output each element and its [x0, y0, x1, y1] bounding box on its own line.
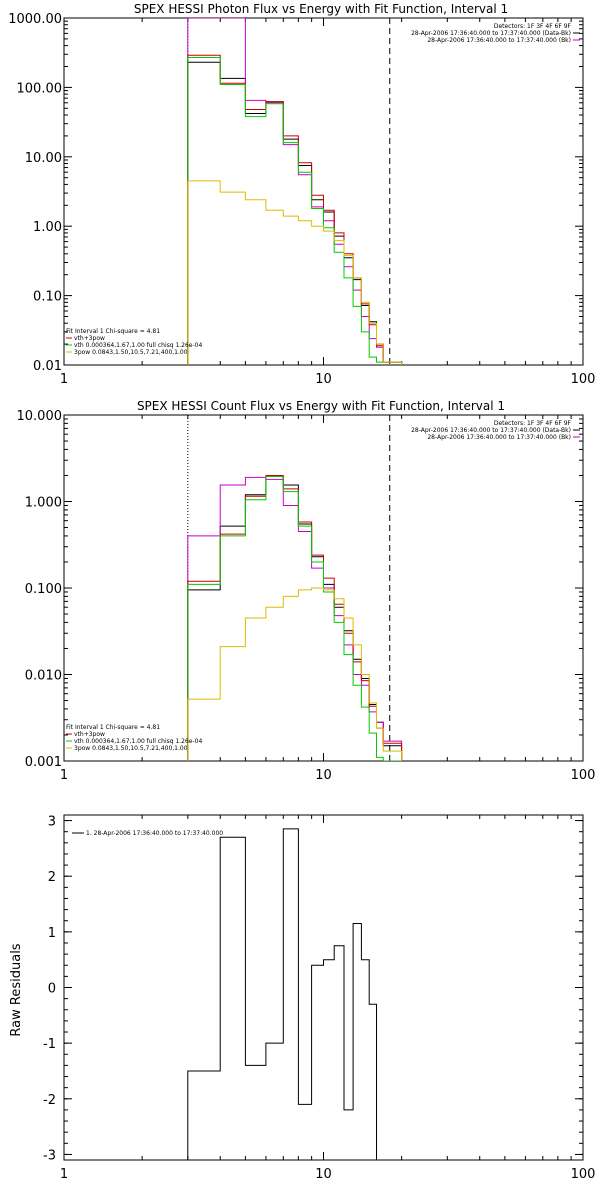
- photon-y-tick-label: 0.10: [33, 290, 62, 305]
- count-y-tick-label: 0.100: [25, 582, 62, 597]
- photon-legend-left-entry: Fit Interval 1 Chi-square = 4.81: [66, 328, 160, 335]
- residuals-series-0-line: [187, 828, 390, 1160]
- residuals-y-tick-label: 3: [48, 815, 56, 830]
- count-flux-plot: SPEX HESSI Count Flux vs Energy with Fit…: [17, 399, 596, 783]
- count-legend-right-entry: 28-Apr-2006 17:36:40.000 to 17:37:40.000…: [427, 434, 571, 441]
- count-x-tick-label: 1: [60, 768, 68, 783]
- residuals-y-tick-label: 0: [48, 982, 56, 997]
- photon-series-3-line: [187, 57, 403, 365]
- count-legend-left-entry: Fit Interval 1 Chi-square = 4.81: [66, 724, 160, 731]
- photon-y-tick-label: 100.00: [17, 81, 63, 96]
- photon-x-tick-label: 1: [60, 372, 68, 387]
- count-y-tick-label: 10.000: [17, 409, 63, 424]
- count-x-tick-label: 100: [571, 768, 596, 783]
- photon-legend-left-entry: vth+3pow: [74, 335, 105, 342]
- residuals-y-tick-label: -1: [43, 1037, 56, 1052]
- count-y-tick-label: 0.010: [25, 669, 62, 684]
- residuals-x-tick-label: 10: [315, 1167, 332, 1182]
- photon-flux-title: SPEX HESSI Photon Flux vs Energy with Fi…: [134, 2, 508, 16]
- photon-x-tick-label: 100: [571, 372, 596, 387]
- residuals-x-tick-label: 100: [571, 1167, 596, 1182]
- photon-legend-right-entry: 28-Apr-2006 17:36:40.000 to 17:37:40.000…: [427, 37, 571, 44]
- count-series-4-line: [187, 587, 403, 761]
- photon-y-tick-label: 10.00: [25, 151, 62, 166]
- count-legend-right-entry: Detectors: 1F 3F 4F 6F 9F: [494, 420, 572, 427]
- count-flux-title: SPEX HESSI Count Flux vs Energy with Fit…: [137, 399, 505, 413]
- residuals-x-tick-label: 1: [60, 1167, 68, 1182]
- residuals-y-tick-label: 1: [48, 926, 56, 941]
- photon-legend-left-entry: 3pow 0.0843,1.50,10.5,7.21,400,1.00: [74, 349, 188, 356]
- photon-y-tick-label: 0.01: [33, 359, 62, 374]
- count-y-tick-label: 0.001: [25, 755, 62, 770]
- residuals-axes-frame: [63, 814, 584, 1161]
- photon-axes-frame: [63, 17, 584, 366]
- photon-y-tick-label: 1.00: [33, 220, 62, 235]
- count-legend-left-entry: 3pow 0.0843,1.50,10.5,7.21,400,1.00: [74, 745, 188, 752]
- residuals-y-tick-label: 2: [48, 870, 56, 885]
- count-legend-left-entry: vth 0.000364,1.67,1.00 full chisq 1.26e-…: [74, 738, 202, 745]
- photon-legend-right-entry: Detectors: 1F 3F 4F 6F 9F: [494, 23, 572, 30]
- photon-x-tick-label: 10: [315, 372, 332, 387]
- photon-series-4-line: [187, 180, 403, 365]
- residuals-y-tick-label: -3: [43, 1148, 56, 1163]
- residuals-plot: Raw Residuals 1 10 100 -3 -2 -1 0 1 2 3 1. 28-Apr-…: [9, 814, 596, 1182]
- photon-y-tick-label: 1000.00: [8, 12, 62, 27]
- residuals-y-tick-label: -2: [43, 1093, 56, 1108]
- photon-legend-left-entry: vth 0.000364,1.67,1.00 full chisq 1.26e-…: [74, 342, 202, 349]
- count-legend-right-entry: 28-Apr-2006 17:36:40.000 to 17:37:40.000…: [411, 427, 571, 434]
- photon-flux-plot: SPEX HESSI Photon Flux vs Energy with Fi…: [8, 2, 595, 387]
- count-series-3-line: [187, 475, 402, 761]
- count-legend-left-entry: vth+3pow: [74, 731, 105, 738]
- residuals-legend-entry: 1. 28-Apr-2006 17:36:40.000 to 17:37:40.…: [86, 830, 223, 837]
- count-y-tick-label: 1.000: [25, 496, 62, 511]
- count-x-tick-label: 10: [315, 768, 332, 783]
- residuals-y-axis-label: Raw Residuals: [9, 943, 24, 1036]
- photon-legend-right-entry: 28-Apr-2006 17:36:40.000 to 17:37:40.000…: [411, 30, 571, 37]
